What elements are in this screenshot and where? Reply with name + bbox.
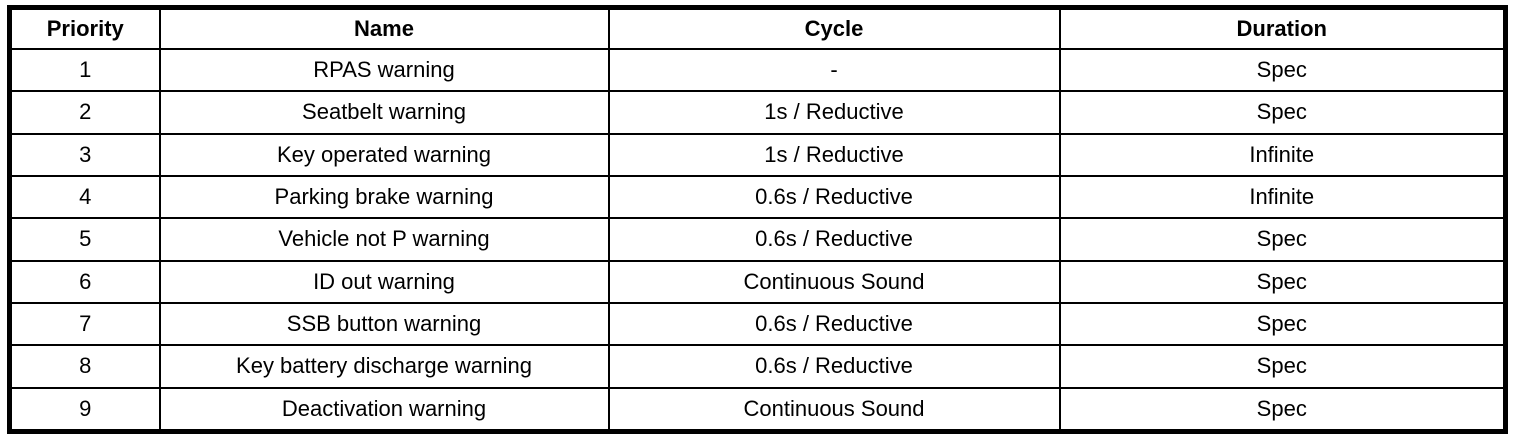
cell-duration: Infinite <box>1058 132 1507 177</box>
table-row: 6 ID out warning Continuous Sound Spec <box>8 259 1507 304</box>
cell-duration: Spec <box>1058 90 1507 135</box>
cell-name: Parking brake warning <box>158 174 610 220</box>
table-row: 2 Seatbelt warning 1s / Reductive Spec <box>8 90 1507 135</box>
column-header-priority: Priority <box>8 6 161 50</box>
cell-cycle: 0.6s / Reductive <box>607 217 1061 262</box>
cell-name: Key operated warning <box>158 132 610 177</box>
cell-name: Key battery discharge warning <box>158 344 610 389</box>
warning-priority-table-wrap: Priority Name Cycle Duration 1 RPAS warni… <box>7 5 1508 434</box>
cell-priority: 4 <box>8 174 161 220</box>
cell-priority: 5 <box>8 217 161 262</box>
table-row: 8 Key battery discharge warning 0.6s / Red… <box>8 344 1507 389</box>
cell-priority: 9 <box>8 386 161 433</box>
cell-duration: Spec <box>1058 217 1507 262</box>
cell-priority: 6 <box>8 259 161 304</box>
cell-priority: 1 <box>8 47 161 93</box>
cell-priority: 3 <box>8 132 161 177</box>
cell-duration: Spec <box>1058 259 1507 304</box>
cell-cycle: - <box>607 47 1061 93</box>
cell-cycle: 0.6s / Reductive <box>607 301 1061 347</box>
table-row: 4 Parking brake warning 0.6s / Reductive In… <box>8 174 1507 220</box>
cell-name: Seatbelt warning <box>158 90 610 135</box>
cell-name: RPAS warning <box>158 47 610 93</box>
cell-cycle: 1s / Reductive <box>607 90 1061 135</box>
cell-duration: Spec <box>1058 344 1507 389</box>
table-row: 7 SSB button warning 0.6s / Reductive Spec <box>8 301 1507 347</box>
cell-priority: 2 <box>8 90 161 135</box>
cell-cycle: Continuous Sound <box>607 386 1061 433</box>
cell-cycle: 0.6s / Reductive <box>607 174 1061 220</box>
cell-priority: 8 <box>8 344 161 389</box>
cell-cycle: Continuous Sound <box>607 259 1061 304</box>
table-row: 9 Deactivation warning Continuous Sound Spe… <box>8 386 1507 433</box>
table-row: 1 RPAS warning - Spec <box>8 47 1507 93</box>
table-body: 1 RPAS warning - Spec 2 Seatbelt warning 1s / … <box>8 47 1507 433</box>
column-header-cycle: Cycle <box>607 6 1061 50</box>
column-header-duration: Duration <box>1058 6 1507 50</box>
cell-name: Deactivation warning <box>158 386 610 433</box>
cell-name: SSB button warning <box>158 301 610 347</box>
cell-duration: Spec <box>1058 386 1507 433</box>
cell-priority: 7 <box>8 301 161 347</box>
column-header-name: Name <box>158 6 610 50</box>
table-row: 5 Vehicle not P warning 0.6s / Reductive Sp… <box>8 217 1507 262</box>
cell-duration: Spec <box>1058 47 1507 93</box>
cell-name: ID out warning <box>158 259 610 304</box>
table-header-row: Priority Name Cycle Duration <box>8 6 1507 50</box>
table-row: 3 Key operated warning 1s / Reductive Infin… <box>8 132 1507 177</box>
cell-duration: Spec <box>1058 301 1507 347</box>
cell-name: Vehicle not P warning <box>158 217 610 262</box>
cell-duration: Infinite <box>1058 174 1507 220</box>
cell-cycle: 1s / Reductive <box>607 132 1061 177</box>
warning-priority-table: Priority Name Cycle Duration 1 RPAS warni… <box>7 5 1508 434</box>
cell-cycle: 0.6s / Reductive <box>607 344 1061 389</box>
